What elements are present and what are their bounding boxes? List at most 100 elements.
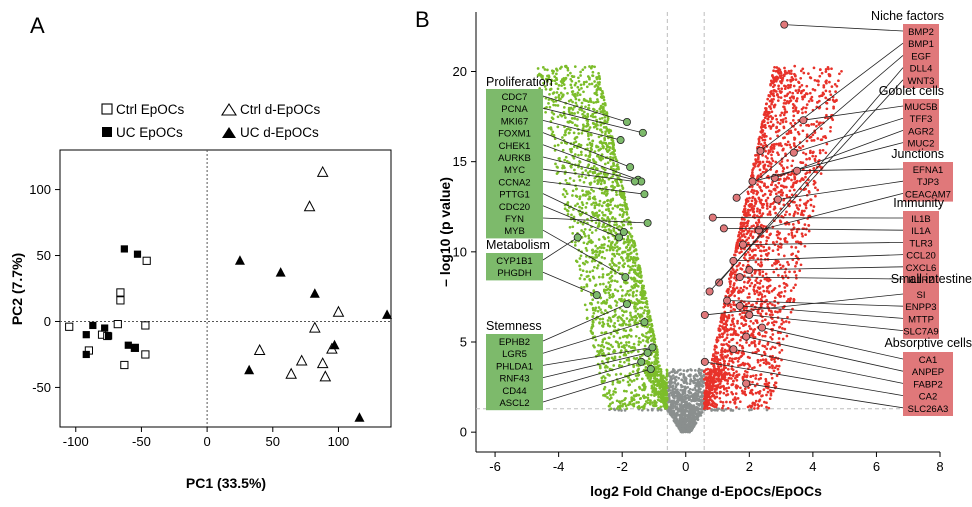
gene-leader-line bbox=[794, 118, 903, 152]
gene-point-cd44 bbox=[638, 358, 645, 365]
gene-label-il1b: IL1B bbox=[911, 214, 931, 225]
gene-label-ca1: CA1 bbox=[919, 355, 937, 366]
pca-point-uc-d-epocs bbox=[310, 288, 320, 298]
gene-point-myc bbox=[631, 178, 638, 185]
gene-point-muc5b bbox=[800, 117, 807, 124]
gene-label-phlda1: PHLDA1 bbox=[496, 361, 533, 372]
legend-label-ctrl-d-epocs: Ctrl d-EpOCs bbox=[240, 102, 321, 117]
pca-point-ctrl-d-epocs bbox=[318, 358, 328, 368]
gene-leader-line bbox=[733, 255, 903, 261]
pca-y-tick-label: -50 bbox=[32, 380, 51, 395]
gene-point-tjp3 bbox=[774, 196, 781, 203]
gene-leader-line bbox=[746, 383, 903, 407]
pca-point-ctrl-epocs bbox=[114, 321, 121, 328]
volcano-y-axis-label: – log10 (p value) bbox=[437, 177, 453, 287]
gene-point-ceacam7 bbox=[755, 227, 762, 234]
volcano-x-tick-label: 8 bbox=[936, 459, 943, 474]
gene-point-il1b bbox=[709, 214, 716, 221]
pca-point-uc-epocs bbox=[125, 342, 132, 349]
gene-point-slc26a3 bbox=[743, 380, 750, 387]
gene-label-ccl20: CCL20 bbox=[906, 251, 936, 262]
pca-point-ctrl-d-epocs bbox=[255, 345, 265, 355]
pca-point-uc-epocs bbox=[89, 322, 96, 329]
pca-point-uc-epocs bbox=[134, 251, 141, 258]
gene-group-title: Goblet cells bbox=[879, 84, 944, 98]
pca-point-ctrl-d-epocs bbox=[318, 167, 328, 177]
gene-point-pcna bbox=[639, 129, 646, 136]
gene-label-tff3: TFF3 bbox=[910, 114, 933, 125]
gene-label-tjp3: TJP3 bbox=[917, 177, 939, 188]
gene-group-title: Immunity bbox=[893, 196, 944, 210]
gene-point-il1a bbox=[720, 225, 727, 232]
gene-point-enpp3 bbox=[723, 297, 730, 304]
volcano-x-tick-label: -6 bbox=[489, 459, 501, 474]
pca-point-ctrl-epocs bbox=[143, 257, 150, 264]
gene-label-cyp1b1: CYP1B1 bbox=[496, 256, 532, 267]
legend-label-uc-d-epocs: UC d-EpOCs bbox=[240, 125, 319, 140]
gene-group-title: Small intestine bbox=[891, 272, 972, 286]
gene-leader-line bbox=[762, 328, 903, 359]
pca-point-uc-epocs bbox=[101, 324, 108, 331]
gene-label-chek1: CHEK1 bbox=[499, 141, 531, 152]
gene-point-muc2 bbox=[749, 178, 756, 185]
gene-label-mttp: MTTP bbox=[908, 314, 934, 325]
pca-x-tick-label: -100 bbox=[63, 434, 89, 449]
gene-label-muc5b: MUC5B bbox=[904, 102, 937, 113]
pca-point-ctrl-d-epocs bbox=[320, 371, 330, 381]
gene-leader-line bbox=[784, 25, 903, 31]
legend-label-ctrl-epocs: Ctrl EpOCs bbox=[116, 102, 185, 117]
legend-label-uc-epocs: UC EpOCs bbox=[116, 125, 183, 140]
gene-point-dll4 bbox=[716, 279, 723, 286]
gene-label-bmp1: BMP1 bbox=[908, 39, 934, 50]
gene-label-il1a: IL1A bbox=[911, 226, 931, 237]
gene-point-rnf43 bbox=[644, 349, 651, 356]
pca-point-uc-d-epocs bbox=[244, 365, 254, 375]
pca-point-ctrl-epocs bbox=[121, 361, 128, 368]
gene-label-si: SI bbox=[917, 290, 926, 301]
pca-point-uc-d-epocs bbox=[276, 267, 286, 277]
gene-point-si bbox=[701, 311, 708, 318]
gene-label-myc: MYC bbox=[504, 165, 525, 176]
gene-point-fabp2 bbox=[730, 346, 737, 353]
volcano-y-tick-label: 0 bbox=[460, 425, 467, 440]
legend-marker-ctrl-d-epocs bbox=[222, 104, 236, 115]
pca-point-ctrl-epocs bbox=[142, 322, 149, 329]
gene-point-tlr3 bbox=[739, 241, 746, 248]
gene-point-ccl20 bbox=[730, 257, 737, 264]
gene-label-cdc20: CDC20 bbox=[499, 202, 530, 213]
volcano-plot: log2 Fold Change d-EpOCs/EpOCs – log10 (… bbox=[437, 9, 972, 499]
gene-point-mki67 bbox=[617, 136, 624, 143]
gene-label-tlr3: TLR3 bbox=[909, 238, 932, 249]
gene-label-egf: EGF bbox=[911, 51, 931, 62]
volcano-x-tick-label: 4 bbox=[809, 459, 816, 474]
gene-group-title: Junctions bbox=[891, 147, 944, 161]
legend-marker-uc-d-epocs bbox=[222, 127, 236, 138]
pca-point-uc-epocs bbox=[105, 332, 112, 339]
gene-point-cdc7 bbox=[623, 118, 630, 125]
gene-point-ascl2 bbox=[647, 365, 654, 372]
gene-point-cdc20 bbox=[615, 234, 622, 241]
pca-point-uc-epocs bbox=[121, 245, 128, 252]
gene-group-title: Proliferation bbox=[486, 75, 553, 89]
volcano-y-tick-label: 15 bbox=[453, 154, 467, 169]
gene-label-aurkb: AURKB bbox=[498, 153, 531, 164]
gene-label-rnf43: RNF43 bbox=[499, 374, 529, 385]
pca-x-axis-label: PC1 (33.5%) bbox=[186, 475, 266, 491]
gene-point-foxm1 bbox=[627, 163, 634, 170]
pca-x-tick-label: 0 bbox=[203, 434, 210, 449]
gene-label-pttg1: PTTG1 bbox=[499, 190, 530, 201]
gene-label-ccna2: CCNA2 bbox=[498, 177, 530, 188]
pca-x-tick-label: 50 bbox=[266, 434, 280, 449]
gene-label-enpp3: ENPP3 bbox=[905, 302, 936, 313]
pca-point-ctrl-d-epocs bbox=[310, 323, 320, 333]
volcano-y-tick-label: 20 bbox=[453, 64, 467, 79]
gene-point-ca2 bbox=[701, 358, 708, 365]
gene-group-title: Absorptive cells bbox=[884, 336, 972, 350]
gene-point-cyp1b1 bbox=[574, 234, 581, 241]
gene-group-title: Metabolism bbox=[486, 238, 550, 252]
gene-point-il1r2 bbox=[736, 273, 743, 280]
gene-label-myb: MYB bbox=[504, 226, 525, 237]
